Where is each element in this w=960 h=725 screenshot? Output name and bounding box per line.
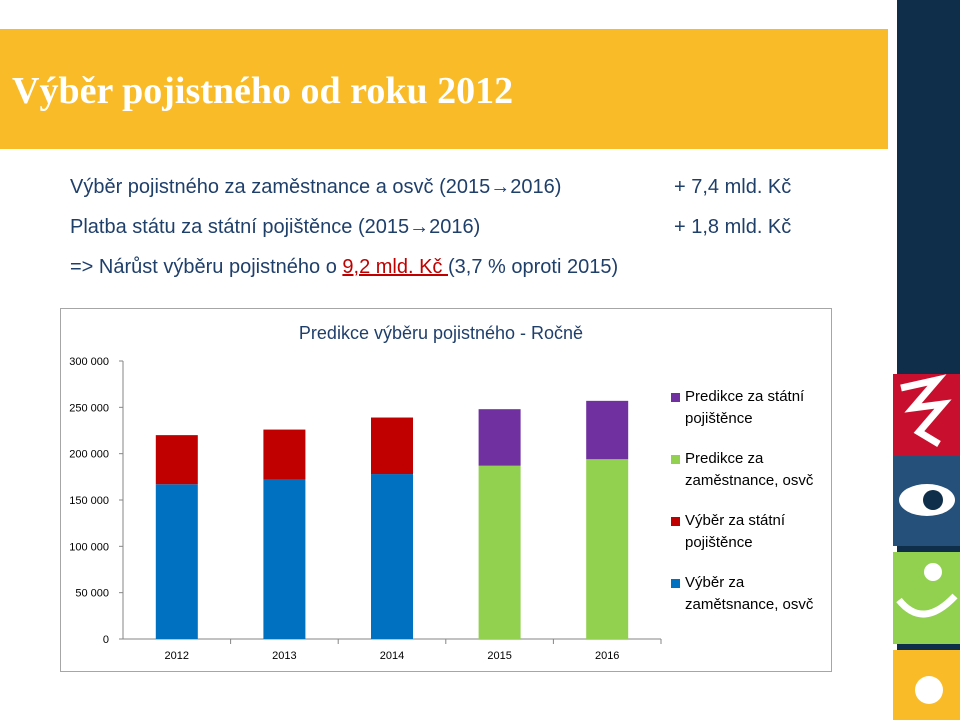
y-tick-label: 50 000: [75, 588, 109, 600]
bar-segment-2016-s2: [586, 459, 629, 639]
sidebar-white-swirl: [900, 374, 952, 448]
summary-highlight: 9,2 mld. Kč: [342, 256, 448, 278]
summary-suffix: (3,7 % oproti 2015): [448, 256, 619, 278]
figure-head-icon: [924, 563, 942, 581]
sidebar-art: [893, 0, 960, 720]
bar-segment-2013-s0: [263, 479, 306, 639]
y-tick-label: 300 000: [69, 356, 109, 368]
bullet-2-value: + 1,8 mld. Kč: [674, 216, 792, 238]
summary-line: => Nárůst výběru pojistného o 9,2 mld. K…: [70, 256, 618, 279]
legend-swatch-s1: [671, 517, 680, 526]
x-tick-label: 2014: [380, 650, 404, 662]
bullet-2-text: Platba státu za státní pojištěnce (2015→…: [70, 216, 481, 238]
legend-label-s2: zaměstnance, osvč: [685, 472, 814, 489]
bar-segment-2016-s3: [586, 400, 629, 460]
bar-segment-2014-s1: [371, 417, 413, 475]
bullet-line-2: Platba státu za státní pojištěnce (2015→…: [70, 216, 791, 239]
chart-container: Predikce výběru pojistného - Ročně 0 50 00…: [60, 308, 832, 672]
decorative-sidebar: [893, 0, 960, 720]
legend-label-s3: pojištěnce: [685, 410, 753, 427]
y-tick-label: 0: [103, 634, 109, 646]
legend-swatch-s0: [671, 579, 680, 588]
legend-swatch-s3: [671, 393, 680, 402]
summary-prefix: => Nárůst výběru pojistného o: [70, 256, 343, 278]
figure-body-icon: [896, 593, 958, 618]
y-tick-label: 150 000: [69, 495, 109, 507]
legend-label-s2: Predikce za: [685, 450, 764, 467]
bullet-1-value: + 7,4 mld. Kč: [674, 176, 792, 198]
y-tick-label: 100 000: [69, 541, 109, 553]
slide-title: Výběr pojistného od roku 2012: [12, 70, 514, 112]
x-tick-label: 2012: [165, 650, 189, 662]
chart-title: Predikce výběru pojistného - Ročně: [299, 323, 583, 343]
x-tick-label: 2013: [272, 650, 296, 662]
bar-segment-2014-s0: [371, 474, 413, 639]
legend-label-s3: Predikce za státní: [685, 388, 805, 405]
x-tick-label: 2015: [487, 650, 511, 662]
bar-segment-2015-s2: [478, 465, 521, 639]
bar-segment-2012-s1: [155, 435, 198, 485]
eye-pupil-icon: [923, 490, 943, 510]
bar-segment-2012-s0: [155, 484, 198, 639]
legend-label-s1: pojištěnce: [685, 534, 753, 551]
y-tick-label: 200 000: [69, 449, 109, 461]
bar-segment-2015-s3: [478, 409, 521, 466]
sidebar-stripe-white: [893, 0, 897, 720]
bullet-line-1: Výběr pojistného za zaměstnance a osvč (…: [70, 176, 791, 199]
legend-label-s0: zamětsnance, osvč: [685, 596, 814, 613]
stacked-bar-chart: Predikce výběru pojistného - Ročně 0 50 00…: [69, 323, 814, 662]
legend-swatch-s2: [671, 455, 680, 464]
bar-segment-2013-s1: [263, 429, 306, 480]
sun-icon: [915, 676, 943, 704]
legend-label-s0: Výběr za: [685, 574, 745, 591]
bullet-1-text: Výběr pojistného za zaměstnance a osvč (…: [70, 176, 562, 198]
legend-label-s1: Výběr za státní: [685, 512, 786, 529]
title-banner: Výběr pojistného od roku 2012: [0, 29, 888, 149]
y-tick-label: 250 000: [69, 402, 109, 414]
x-tick-label: 2016: [595, 650, 619, 662]
